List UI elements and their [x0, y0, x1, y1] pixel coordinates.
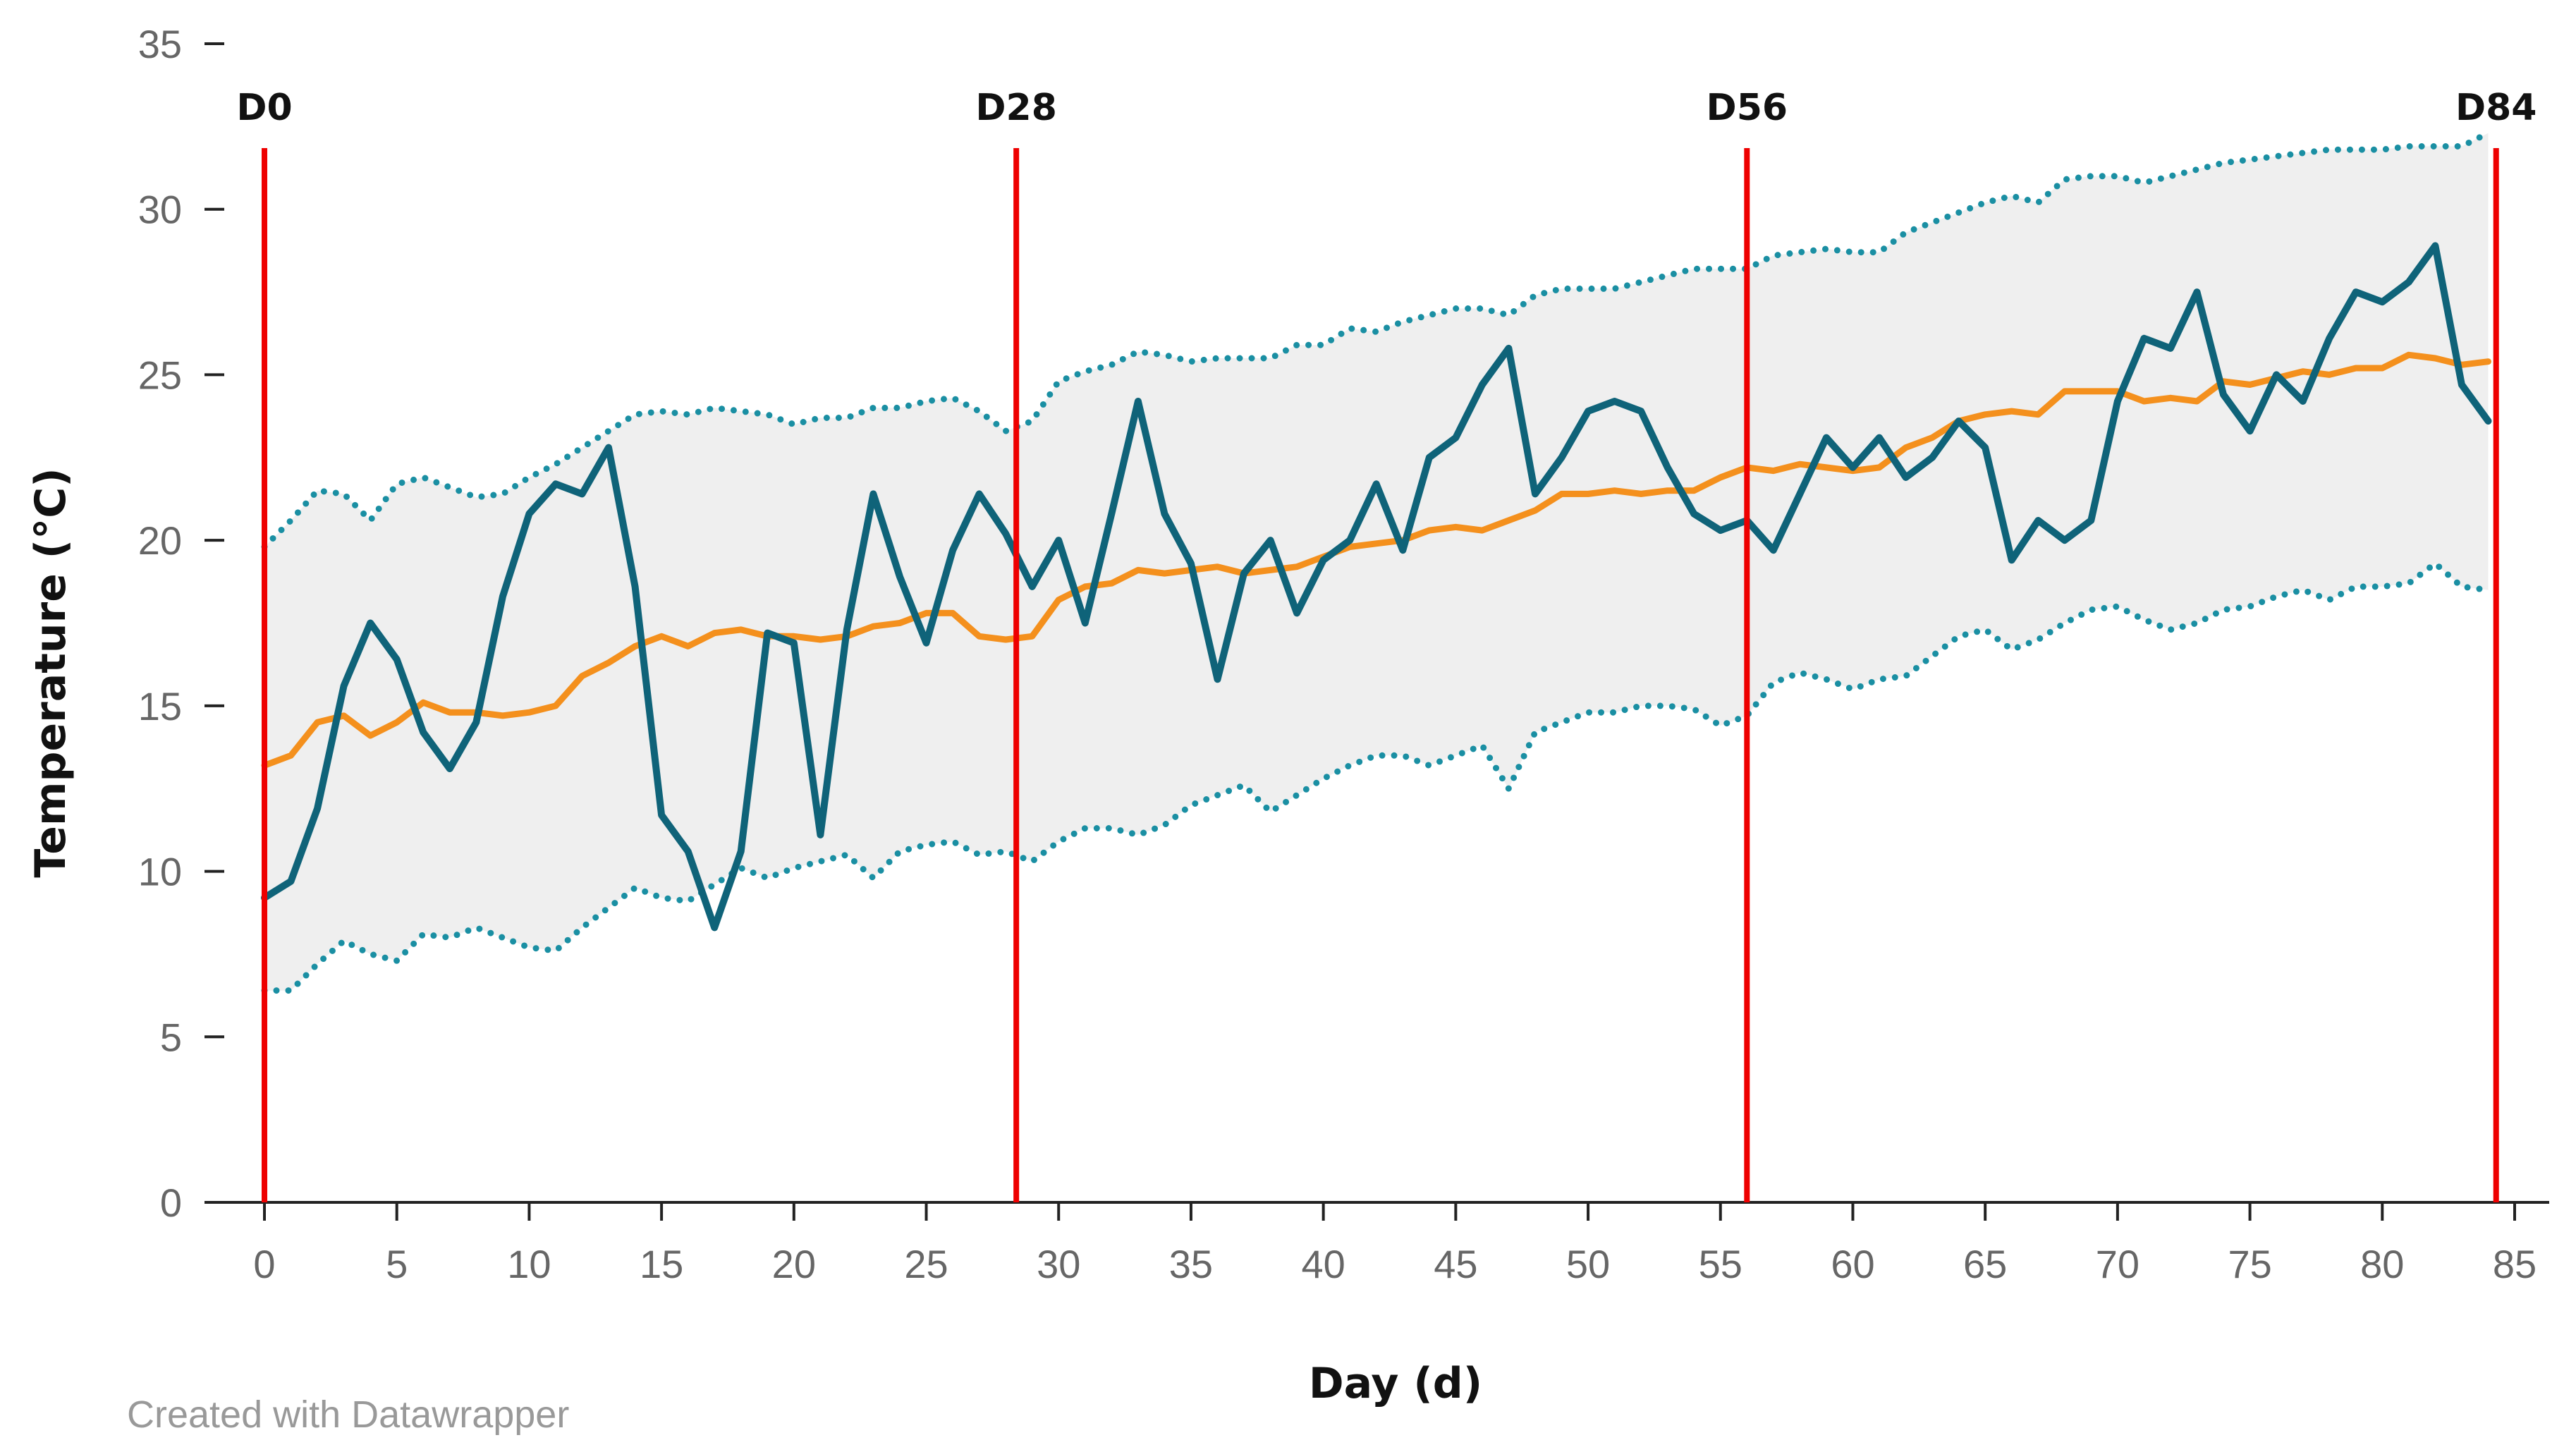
y-axis-title: Temperature (°C)	[26, 468, 75, 877]
x-tick-label: 10	[507, 1242, 551, 1286]
y-tick-label: 10	[138, 850, 182, 894]
x-tick-label: 15	[640, 1242, 683, 1286]
y-tick-label: 5	[160, 1015, 182, 1059]
x-tick-label: 25	[904, 1242, 948, 1286]
x-tick-label: 75	[2228, 1242, 2271, 1286]
marker-label-d28: D28	[975, 87, 1057, 129]
marker-label-d84: D84	[2455, 87, 2537, 129]
axes-layer: 0 5 10 15 20 25 30 35 40 45 50 55 60 65 70 75 80 85 0 5 10 15…	[138, 22, 2549, 1286]
series-layer	[261, 130, 2492, 994]
x-tick-label: 20	[772, 1242, 816, 1286]
range-band	[264, 133, 2489, 991]
daily-temperature-line	[261, 242, 2492, 932]
x-tick-label: 45	[1434, 1242, 1477, 1286]
x-axis-title: Day (d)	[1309, 1359, 1482, 1408]
x-tick-label: 50	[1566, 1242, 1610, 1286]
x-tick-label: 70	[2096, 1242, 2139, 1286]
marker-label-d0: D0	[236, 87, 292, 129]
y-tick-label: 0	[160, 1180, 182, 1225]
lower-bound-line	[261, 560, 2491, 994]
x-tick-label: 35	[1169, 1242, 1213, 1286]
x-tick-label: 30	[1037, 1242, 1080, 1286]
y-tick-label: 35	[138, 22, 182, 66]
marker-label-d56: D56	[1707, 87, 1788, 129]
range-band-layer	[264, 133, 2489, 991]
upper-bound-line	[261, 130, 2491, 550]
x-tick-label: 60	[1831, 1242, 1874, 1286]
x-tick-label: 85	[2493, 1242, 2537, 1286]
y-tick-label: 25	[138, 353, 182, 397]
x-tick-label: 80	[2360, 1242, 2404, 1286]
x-tick-label: 5	[386, 1242, 408, 1286]
y-tick-label: 15	[138, 684, 182, 728]
x-tick-label: 40	[1301, 1242, 1345, 1286]
x-tick-label: 55	[1699, 1242, 1742, 1286]
x-tick-label: 65	[1963, 1242, 2007, 1286]
x-tick-label: 0	[253, 1242, 275, 1286]
y-tick-label: 30	[138, 188, 182, 232]
credit-text: Created with Datawrapper	[127, 1393, 569, 1436]
marker-layer: D0 D28 D56 D84	[236, 87, 2537, 1202]
y-tick-label: 20	[138, 518, 182, 563]
mean-temperature-line	[261, 351, 2491, 769]
